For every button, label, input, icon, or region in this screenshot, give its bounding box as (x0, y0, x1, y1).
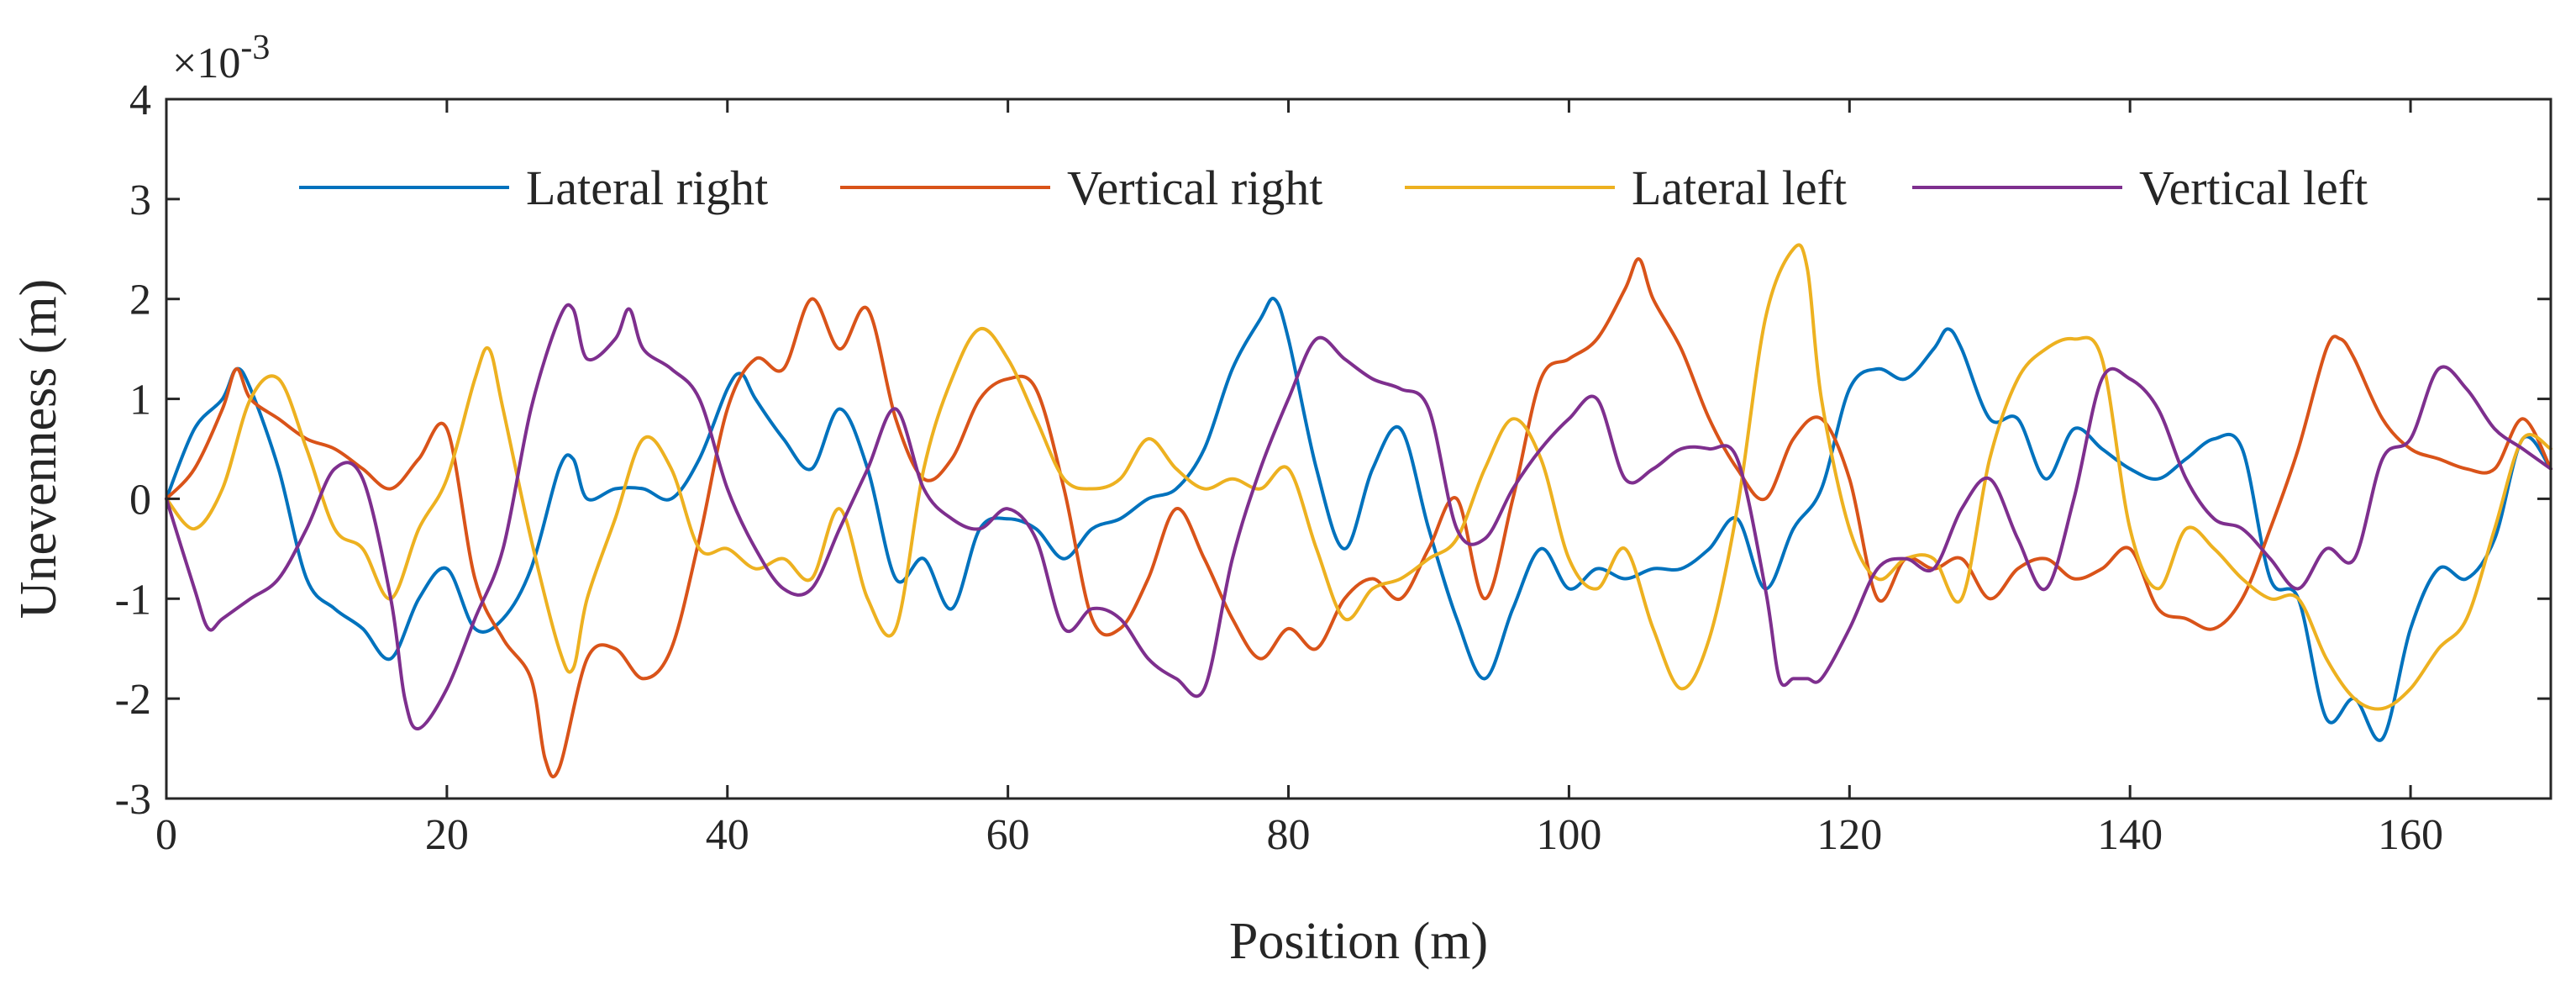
exponent-prefix: ×10 (172, 40, 240, 87)
legend: Lateral right Vertical right Lateral left V… (286, 145, 2437, 232)
legend-label-vertical-left: Vertical left (2139, 161, 2368, 215)
exponent-power: -3 (240, 29, 270, 67)
y-tick-label: 0 (129, 476, 151, 524)
x-tick-label: 80 (1267, 811, 1311, 859)
series-layer (165, 243, 2552, 779)
y-tick-label: -1 (115, 576, 151, 624)
x-axis-title: Position (m) (1229, 913, 1488, 970)
x-tick-label: 120 (1816, 811, 1882, 859)
legend-label-lateral-left: Lateral left (1632, 161, 1847, 215)
x-tick-label: 100 (1536, 811, 1601, 859)
y-tick-label: 1 (129, 377, 151, 424)
x-tick-label: 160 (2378, 811, 2443, 859)
x-tick-label: 0 (155, 811, 177, 859)
legend-label-lateral-right: Lateral right (526, 161, 768, 215)
series-line-vertical-left (165, 303, 2552, 730)
legend-label-vertical-right: Vertical right (1067, 161, 1322, 215)
series-line-vertical-right (165, 257, 2552, 779)
x-tick-label: 60 (986, 811, 1030, 859)
y-axis-title: Unevenness (m) (10, 279, 67, 619)
series-line-lateral-left (165, 243, 2552, 711)
y-axis: -3 -2 -1 0 1 2 3 4 (115, 76, 2551, 824)
x-axis: 0 20 40 60 80 100 120 140 160 (155, 99, 2443, 859)
x-tick-label: 40 (706, 811, 749, 859)
plot-area-frame (165, 98, 2552, 800)
x-tick-label: 140 (2097, 811, 2163, 859)
y-tick-label: 2 (129, 277, 151, 324)
y-tick-label: -3 (115, 776, 151, 824)
y-tick-label: 4 (129, 76, 151, 124)
series-line-lateral-right (165, 297, 2552, 742)
y-tick-label: 3 (129, 177, 151, 224)
y-axis-exponent-label: ×10-3 (172, 29, 270, 87)
x-tick-label: 20 (425, 811, 469, 859)
y-tick-label: -2 (115, 676, 151, 724)
